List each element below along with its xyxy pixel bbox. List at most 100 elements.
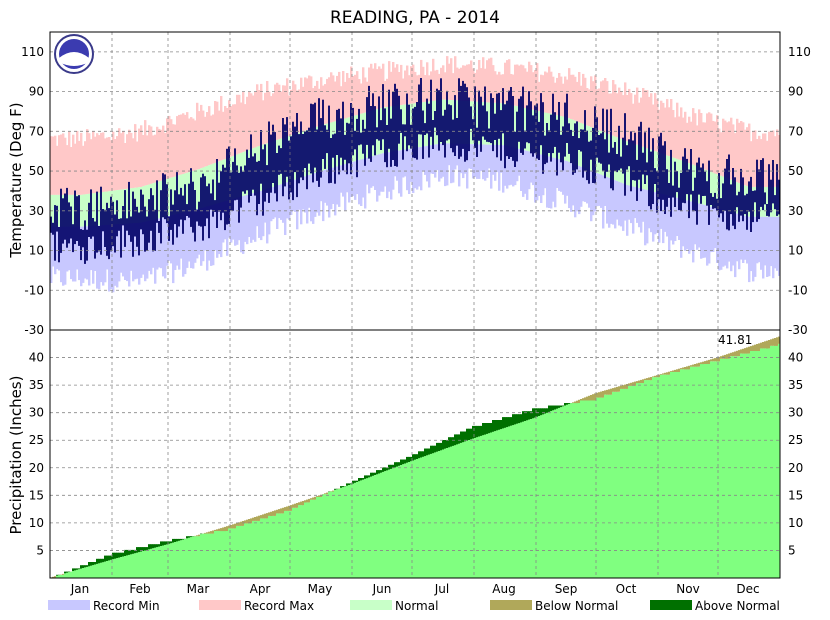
record-min-bar (198, 208, 201, 255)
observed-temperature-bar (778, 179, 780, 215)
above-normal-bar (488, 423, 491, 434)
record-min-bar (484, 144, 487, 181)
above-normal-bar (464, 431, 467, 442)
observed-temperature-bar (378, 96, 380, 141)
record-max-bar (526, 71, 529, 109)
above-normal-bar (480, 425, 483, 436)
observed-temperature-bar (460, 85, 462, 157)
record-min-bar (234, 198, 237, 246)
normal-precip-bar (196, 536, 199, 578)
above-normal-bar (472, 425, 475, 439)
normal-precip-bar (610, 394, 613, 578)
record-min-bar (634, 187, 637, 219)
below-normal-bar (266, 513, 269, 519)
below-normal-bar (232, 524, 235, 529)
temperature-tick-label-right: -10 (788, 283, 808, 297)
normal-precip-bar (262, 518, 265, 578)
normal-precip-bar (132, 553, 135, 578)
record-max-bar (334, 81, 337, 122)
below-normal-bar (660, 374, 663, 375)
record-max-bar (214, 101, 217, 163)
record-max-bar (580, 85, 583, 123)
observed-temperature-bar (388, 89, 390, 149)
record-min-bar (710, 206, 713, 253)
record-max-bar (144, 120, 147, 186)
record-max-bar (304, 77, 307, 131)
observed-temperature-bar (362, 119, 364, 154)
record-max-bar (576, 81, 579, 122)
record-min-bar (628, 185, 631, 220)
record-max-bar (302, 86, 305, 132)
above-normal-bar (162, 541, 165, 546)
below-normal-bar (714, 358, 717, 362)
observed-temperature-bar (108, 208, 110, 260)
record-max-bar (644, 90, 647, 148)
normal-range-bar (146, 185, 149, 222)
observed-temperature-bar (126, 218, 128, 231)
normal-precip-bar (536, 416, 539, 578)
normal-range-bar (126, 188, 129, 224)
normal-precip-bar (556, 408, 559, 578)
below-normal-bar (654, 375, 657, 378)
normal-precip-bar (534, 417, 537, 578)
record-min-bar (686, 200, 689, 250)
normal-precip-bar (164, 544, 167, 578)
record-max-bar (100, 132, 103, 193)
record-max-bar (294, 84, 297, 134)
record-max-bar (574, 76, 577, 121)
observed-temperature-bar (504, 104, 506, 169)
record-max-bar (674, 117, 677, 159)
record-min-bar (680, 198, 683, 258)
record-max-bar (98, 135, 101, 193)
normal-range-bar (92, 193, 95, 226)
normal-precip-bar (466, 440, 469, 578)
record-min-bar (418, 147, 421, 187)
normal-range-bar (672, 157, 675, 197)
observed-temperature-bar (538, 121, 540, 160)
record-max-bar (426, 62, 429, 102)
record-min-bar (570, 162, 573, 212)
observed-temperature-bar (524, 130, 526, 149)
observed-temperature-bar (526, 105, 528, 143)
observed-temperature-bar (142, 194, 144, 235)
record-min-bar (490, 144, 493, 189)
below-normal-bar (768, 340, 771, 349)
record-max-bar (176, 116, 179, 176)
record-min-bar (402, 149, 405, 178)
record-max-bar (324, 84, 327, 125)
observed-temperature-bar (748, 181, 750, 212)
record-min-bar (88, 226, 91, 286)
record-min-bar (102, 225, 105, 286)
normal-precip-bar (676, 372, 679, 578)
normal-precip-bar (348, 485, 351, 578)
record-max-bar (444, 72, 447, 100)
record-max-bar (548, 66, 551, 114)
normal-precip-bar (172, 542, 175, 578)
record-max-bar (54, 135, 57, 195)
normal-precip-bar (440, 450, 443, 578)
record-min-bar (480, 144, 483, 172)
normal-range-bar (514, 105, 517, 148)
normal-precip-bar (714, 361, 717, 578)
record-min-bar (568, 161, 571, 209)
observed-temperature-bar (90, 189, 92, 239)
normal-precip-bar (324, 494, 327, 578)
record-max-bar (140, 125, 143, 187)
normal-precip-bar (354, 482, 357, 578)
record-max-bar (290, 89, 293, 136)
observed-temperature-bar (600, 133, 602, 164)
record-min-bar (74, 226, 77, 282)
normal-range-bar (210, 164, 213, 206)
below-normal-bar (624, 384, 627, 389)
observed-temperature-bar (618, 125, 620, 171)
below-normal-bar (746, 347, 749, 354)
below-normal-bar (222, 527, 225, 532)
record-min-bar (430, 145, 433, 174)
observed-temperature-bar (272, 124, 274, 183)
observed-temperature-bar (104, 209, 106, 247)
record-min-bar (508, 146, 511, 186)
above-normal-bar (478, 425, 481, 437)
observed-temperature-bar (236, 165, 238, 200)
observed-temperature-bar (230, 172, 232, 211)
observed-temperature-bar (62, 198, 64, 244)
